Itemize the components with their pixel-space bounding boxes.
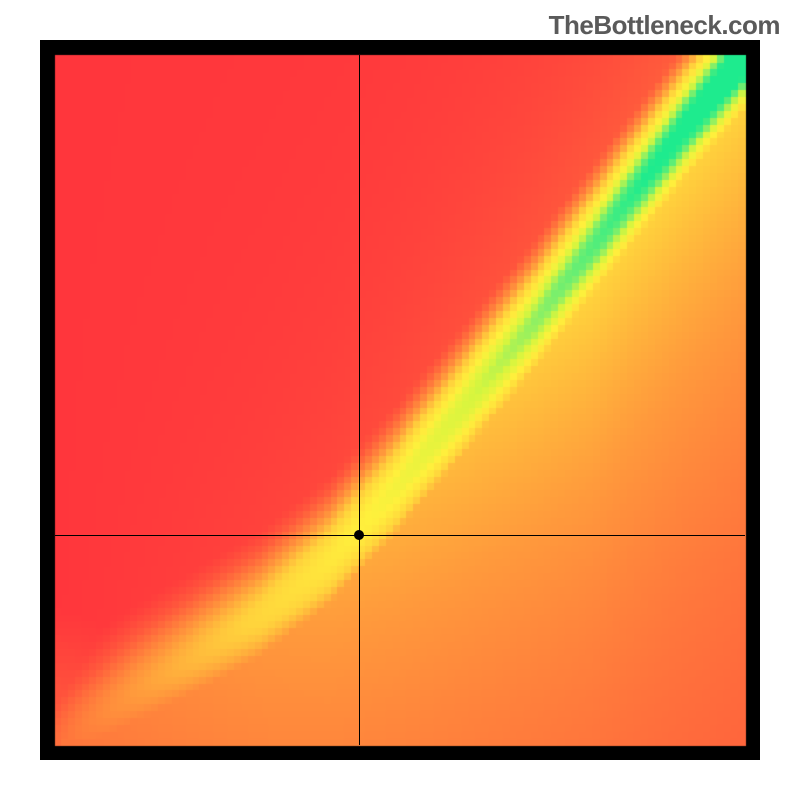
bottleneck-heatmap	[40, 40, 760, 760]
crosshair-vertical	[359, 55, 360, 745]
heatmap-canvas-wrap	[40, 40, 760, 760]
crosshair-horizontal	[55, 535, 745, 536]
heatmap-canvas	[40, 40, 760, 760]
watermark-text: TheBottleneck.com	[549, 10, 780, 41]
crosshair-marker	[354, 530, 364, 540]
